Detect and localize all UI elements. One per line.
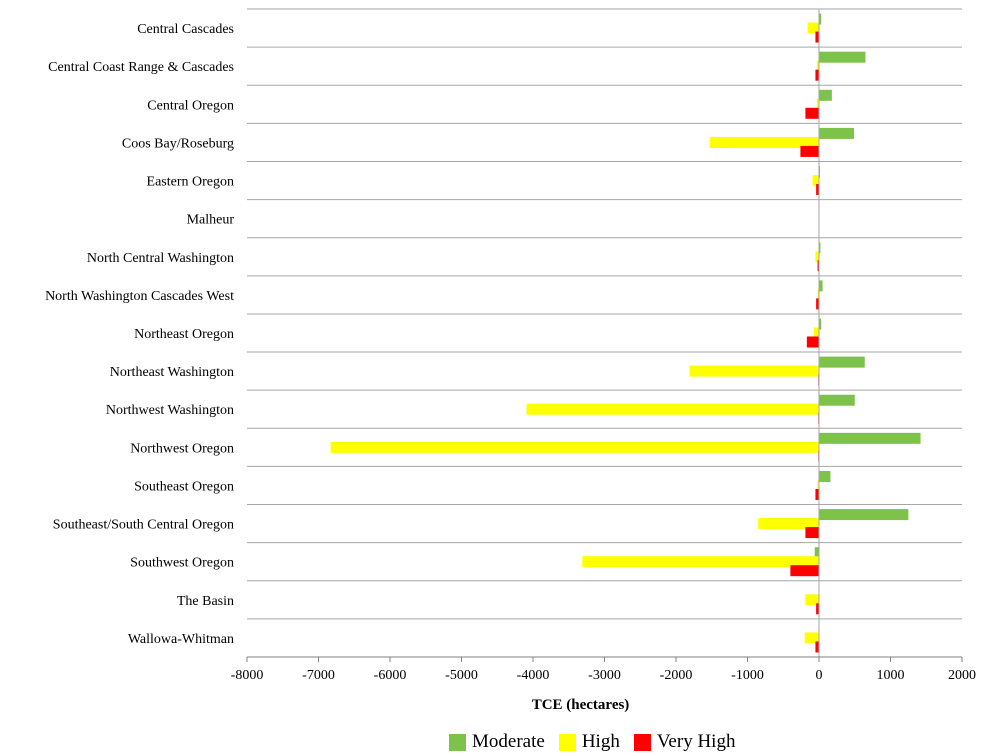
bar-moderate: [819, 242, 821, 254]
category-label: Southeast Oregon: [134, 479, 234, 494]
x-tick-label: -2000: [660, 668, 693, 683]
bar-very-high: [816, 603, 819, 615]
bar-very-high: [790, 565, 819, 577]
bar-very-high: [816, 298, 819, 310]
bar-high: [813, 327, 819, 339]
category-label: North Washington Cascades West: [45, 289, 234, 304]
category-label: Central Cascades: [137, 22, 234, 37]
bar-moderate: [819, 394, 855, 406]
bar-high: [526, 403, 819, 415]
bar-very-high: [816, 184, 819, 196]
bar-very-high: [815, 488, 819, 500]
x-tick-label: -3000: [588, 668, 621, 683]
bar-moderate: [819, 13, 822, 25]
bar-moderate: [819, 509, 909, 521]
bar-high: [816, 60, 819, 72]
x-tick-label: -4000: [517, 668, 550, 683]
bar-very-high: [806, 336, 819, 348]
x-tick-label: -8000: [231, 668, 264, 683]
category-label: Eastern Oregon: [147, 175, 234, 190]
bar-moderate: [819, 470, 831, 482]
bar-moderate: [819, 51, 866, 63]
x-axis-title: TCE (hectares): [532, 697, 630, 713]
legend-item-high: High: [558, 731, 620, 753]
bar-high: [709, 136, 819, 148]
x-tick-label: 2000: [948, 668, 976, 683]
category-label: Northeast Washington: [110, 365, 234, 380]
bar-high: [815, 251, 819, 263]
bar-moderate: [819, 127, 855, 139]
legend-swatch-high: [558, 733, 576, 751]
bar-moderate: [819, 280, 823, 292]
bar-high: [816, 98, 819, 110]
bar-high: [805, 594, 819, 606]
category-label: Central Oregon: [147, 98, 234, 113]
bar-moderate: [819, 356, 865, 368]
legend-label-very-high: Very High: [656, 731, 736, 752]
category-label: Central Coast Range & Cascades: [48, 60, 234, 75]
bar-moderate: [819, 318, 822, 330]
category-label: Northwest Oregon: [130, 441, 234, 456]
x-tick-label: -1000: [731, 668, 764, 683]
legend-item-moderate: Moderate: [449, 731, 545, 753]
bar-high: [582, 556, 819, 568]
bar-high: [812, 175, 819, 187]
legend: Moderate High Very High: [449, 730, 749, 754]
category-label: Northwest Washington: [106, 403, 234, 418]
legend-swatch-very-high: [633, 733, 651, 751]
bar-very-high: [815, 31, 819, 43]
x-tick-label: 0: [816, 668, 823, 683]
legend-label-moderate: Moderate: [472, 731, 545, 752]
bar-very-high: [805, 527, 819, 539]
x-tick-label: -6000: [374, 668, 407, 683]
category-label: Malheur: [187, 213, 235, 228]
category-label: North Central Washington: [87, 251, 234, 266]
bar-very-high: [800, 145, 819, 157]
legend-swatch-moderate: [449, 733, 466, 751]
bar-high: [804, 632, 819, 644]
category-label: Northeast Oregon: [134, 327, 234, 342]
x-tick-label: -5000: [445, 668, 478, 683]
bar-very-high: [817, 260, 819, 272]
bar-moderate: [819, 432, 921, 444]
bar-very-high: [815, 69, 819, 81]
legend-label-high: High: [581, 731, 620, 752]
bar-high: [817, 479, 819, 491]
bar-moderate: [819, 89, 832, 101]
bar-moderate: [814, 547, 819, 559]
bar-high: [758, 518, 819, 530]
x-tick-label: 1000: [877, 668, 905, 683]
bar-very-high: [805, 107, 819, 119]
category-label: Southwest Oregon: [130, 556, 234, 571]
category-label: The Basin: [177, 594, 234, 609]
category-label: Coos Bay/Roseburg: [122, 136, 234, 151]
bar-high: [330, 441, 819, 453]
legend-item-very-high: Very High: [633, 731, 736, 753]
category-label: Southeast/South Central Oregon: [53, 518, 234, 533]
x-tick-label: -7000: [302, 668, 335, 683]
bar-high: [689, 365, 819, 377]
bar-high: [817, 289, 819, 301]
bar-high: [807, 22, 819, 34]
bar-very-high: [815, 641, 819, 653]
category-label: Wallowa-Whitman: [128, 632, 234, 647]
